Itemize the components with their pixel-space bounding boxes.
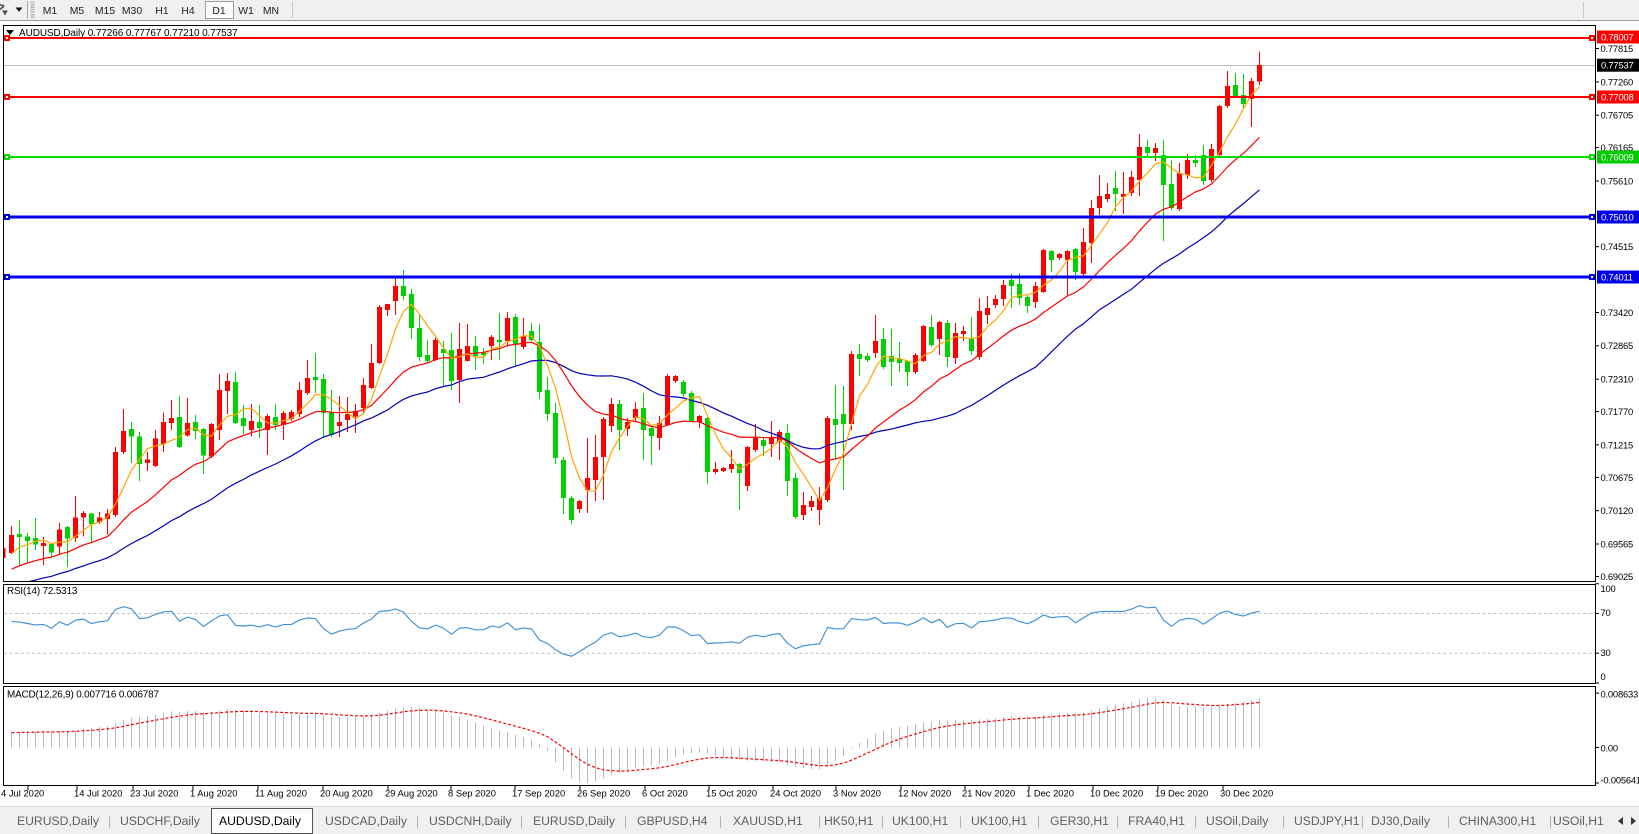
svg-text:0.77815: 0.77815 xyxy=(1601,43,1634,54)
svg-text:EURUSD,Daily: EURUSD,Daily xyxy=(17,814,100,828)
svg-text:USDCAD,Daily: USDCAD,Daily xyxy=(325,814,408,828)
svg-text:MACD(12,26,9) 0.007716 0.00678: MACD(12,26,9) 0.007716 0.006787 xyxy=(7,689,159,700)
svg-text:0.75610: 0.75610 xyxy=(1601,175,1634,186)
svg-text:30 Dec 2020: 30 Dec 2020 xyxy=(1220,788,1273,799)
svg-text:0.77260: 0.77260 xyxy=(1601,76,1634,87)
svg-text:|: | xyxy=(1361,814,1364,828)
svg-text:0.73420: 0.73420 xyxy=(1601,307,1634,318)
svg-text:D1: D1 xyxy=(212,6,226,17)
svg-text:FRA40,H1: FRA40,H1 xyxy=(1128,814,1185,828)
svg-text:|: | xyxy=(719,814,722,828)
svg-text:30: 30 xyxy=(1601,647,1611,658)
svg-text:12 Nov 2020: 12 Nov 2020 xyxy=(898,788,951,799)
svg-text:0.00: 0.00 xyxy=(1601,743,1618,754)
svg-text:UK100,H1: UK100,H1 xyxy=(892,814,948,828)
svg-text:17 Sep 2020: 17 Sep 2020 xyxy=(512,788,565,799)
svg-text:0.72310: 0.72310 xyxy=(1601,374,1634,385)
svg-text:AUDUSD,Daily: AUDUSD,Daily xyxy=(219,814,302,828)
svg-text:8 Sep 2020: 8 Sep 2020 xyxy=(448,788,496,799)
svg-text:CHINA300,H1: CHINA300,H1 xyxy=(1459,814,1536,828)
svg-text:|: | xyxy=(624,814,627,828)
svg-text:M30: M30 xyxy=(122,6,142,17)
svg-text:23 Jul 2020: 23 Jul 2020 xyxy=(130,788,178,799)
svg-text:70: 70 xyxy=(1601,607,1611,618)
svg-text:0.76705: 0.76705 xyxy=(1601,110,1634,121)
svg-text:XAUUSD,H1: XAUUSD,H1 xyxy=(733,814,803,828)
svg-text:|: | xyxy=(818,814,821,828)
svg-text:0: 0 xyxy=(1601,671,1606,682)
svg-text:|: | xyxy=(1194,814,1197,828)
svg-text:|: | xyxy=(416,814,419,828)
svg-text:0.75010: 0.75010 xyxy=(1601,211,1634,222)
svg-text:100: 100 xyxy=(1601,583,1616,594)
svg-text:UK100,H1: UK100,H1 xyxy=(971,814,1027,828)
svg-text:|: | xyxy=(520,814,523,828)
svg-text:|: | xyxy=(108,814,111,828)
svg-text:4 Jul 2020: 4 Jul 2020 xyxy=(1,788,44,799)
svg-text:HK50,H1: HK50,H1 xyxy=(824,814,874,828)
svg-text:1 Dec 2020: 1 Dec 2020 xyxy=(1026,788,1074,799)
svg-text:|: | xyxy=(959,814,962,828)
svg-text:14 Jul 2020: 14 Jul 2020 xyxy=(74,788,122,799)
svg-text:0.74011: 0.74011 xyxy=(1601,271,1633,282)
svg-text:26 Sep 2020: 26 Sep 2020 xyxy=(577,788,630,799)
svg-text:|: | xyxy=(1549,814,1552,828)
svg-text:10 Dec 2020: 10 Dec 2020 xyxy=(1090,788,1143,799)
svg-text:M5: M5 xyxy=(70,6,85,17)
svg-text:20 Aug 2020: 20 Aug 2020 xyxy=(320,788,373,799)
svg-text:M1: M1 xyxy=(43,6,58,17)
svg-text:GBPUSD,H4: GBPUSD,H4 xyxy=(637,814,708,828)
svg-text:M15: M15 xyxy=(95,6,115,17)
svg-text:|: | xyxy=(1447,814,1450,828)
svg-text:USDJPY,H1: USDJPY,H1 xyxy=(1294,814,1360,828)
svg-text:USOil,H1: USOil,H1 xyxy=(1553,814,1604,828)
svg-text:3 Nov 2020: 3 Nov 2020 xyxy=(833,788,881,799)
svg-text:USDCNH,Daily: USDCNH,Daily xyxy=(429,814,513,828)
svg-text:6 Oct 2020: 6 Oct 2020 xyxy=(642,788,688,799)
svg-text:-0.005641: -0.005641 xyxy=(1601,775,1639,786)
svg-text:19 Dec 2020: 19 Dec 2020 xyxy=(1155,788,1208,799)
svg-text:H4: H4 xyxy=(181,6,195,17)
svg-text:0.77008: 0.77008 xyxy=(1601,91,1634,102)
svg-text:DJ30,Daily: DJ30,Daily xyxy=(1371,814,1431,828)
svg-text:W1: W1 xyxy=(238,6,254,17)
svg-text:|: | xyxy=(881,814,884,828)
svg-text:0.76165: 0.76165 xyxy=(1601,142,1634,153)
svg-text:15 Oct 2020: 15 Oct 2020 xyxy=(706,788,757,799)
svg-text:0.71215: 0.71215 xyxy=(1601,439,1634,450)
svg-text:|: | xyxy=(1037,814,1040,828)
svg-text:0.71770: 0.71770 xyxy=(1601,406,1634,417)
svg-text:EURUSD,Daily: EURUSD,Daily xyxy=(533,814,616,828)
svg-text:AUDUSD,Daily 0.77266 0.77767: AUDUSD,Daily 0.77266 0.77767 0.77210 0.7… xyxy=(19,28,238,39)
svg-text:0.76009: 0.76009 xyxy=(1601,151,1634,162)
svg-text:|: | xyxy=(1282,814,1285,828)
svg-text:GER30,H1: GER30,H1 xyxy=(1050,814,1109,828)
svg-text:29 Aug 2020: 29 Aug 2020 xyxy=(385,788,438,799)
svg-text:24 Oct 2020: 24 Oct 2020 xyxy=(770,788,821,799)
svg-text:0.69565: 0.69565 xyxy=(1601,538,1634,549)
svg-text:|: | xyxy=(1116,814,1119,828)
svg-text:USOil,Daily: USOil,Daily xyxy=(1206,814,1269,828)
svg-text:0.69025: 0.69025 xyxy=(1601,571,1634,582)
svg-text:MN: MN xyxy=(263,6,279,17)
svg-text:0.008633: 0.008633 xyxy=(1601,689,1639,700)
svg-text:0.70675: 0.70675 xyxy=(1601,472,1634,483)
svg-text:1 Aug 2020: 1 Aug 2020 xyxy=(190,788,237,799)
svg-text:0.77537: 0.77537 xyxy=(1601,60,1634,71)
svg-text:21 Nov 2020: 21 Nov 2020 xyxy=(962,788,1015,799)
svg-text:0.74515: 0.74515 xyxy=(1601,241,1634,252)
svg-text:USDCHF,Daily: USDCHF,Daily xyxy=(120,814,201,828)
svg-text:0.72865: 0.72865 xyxy=(1601,340,1634,351)
svg-text:0.70120: 0.70120 xyxy=(1601,505,1634,516)
svg-text:H1: H1 xyxy=(155,6,169,17)
svg-text:0.78007: 0.78007 xyxy=(1601,31,1634,42)
svg-text:11 Aug 2020: 11 Aug 2020 xyxy=(255,788,307,799)
svg-text:RSI(14) 72.5313: RSI(14) 72.5313 xyxy=(7,586,78,597)
